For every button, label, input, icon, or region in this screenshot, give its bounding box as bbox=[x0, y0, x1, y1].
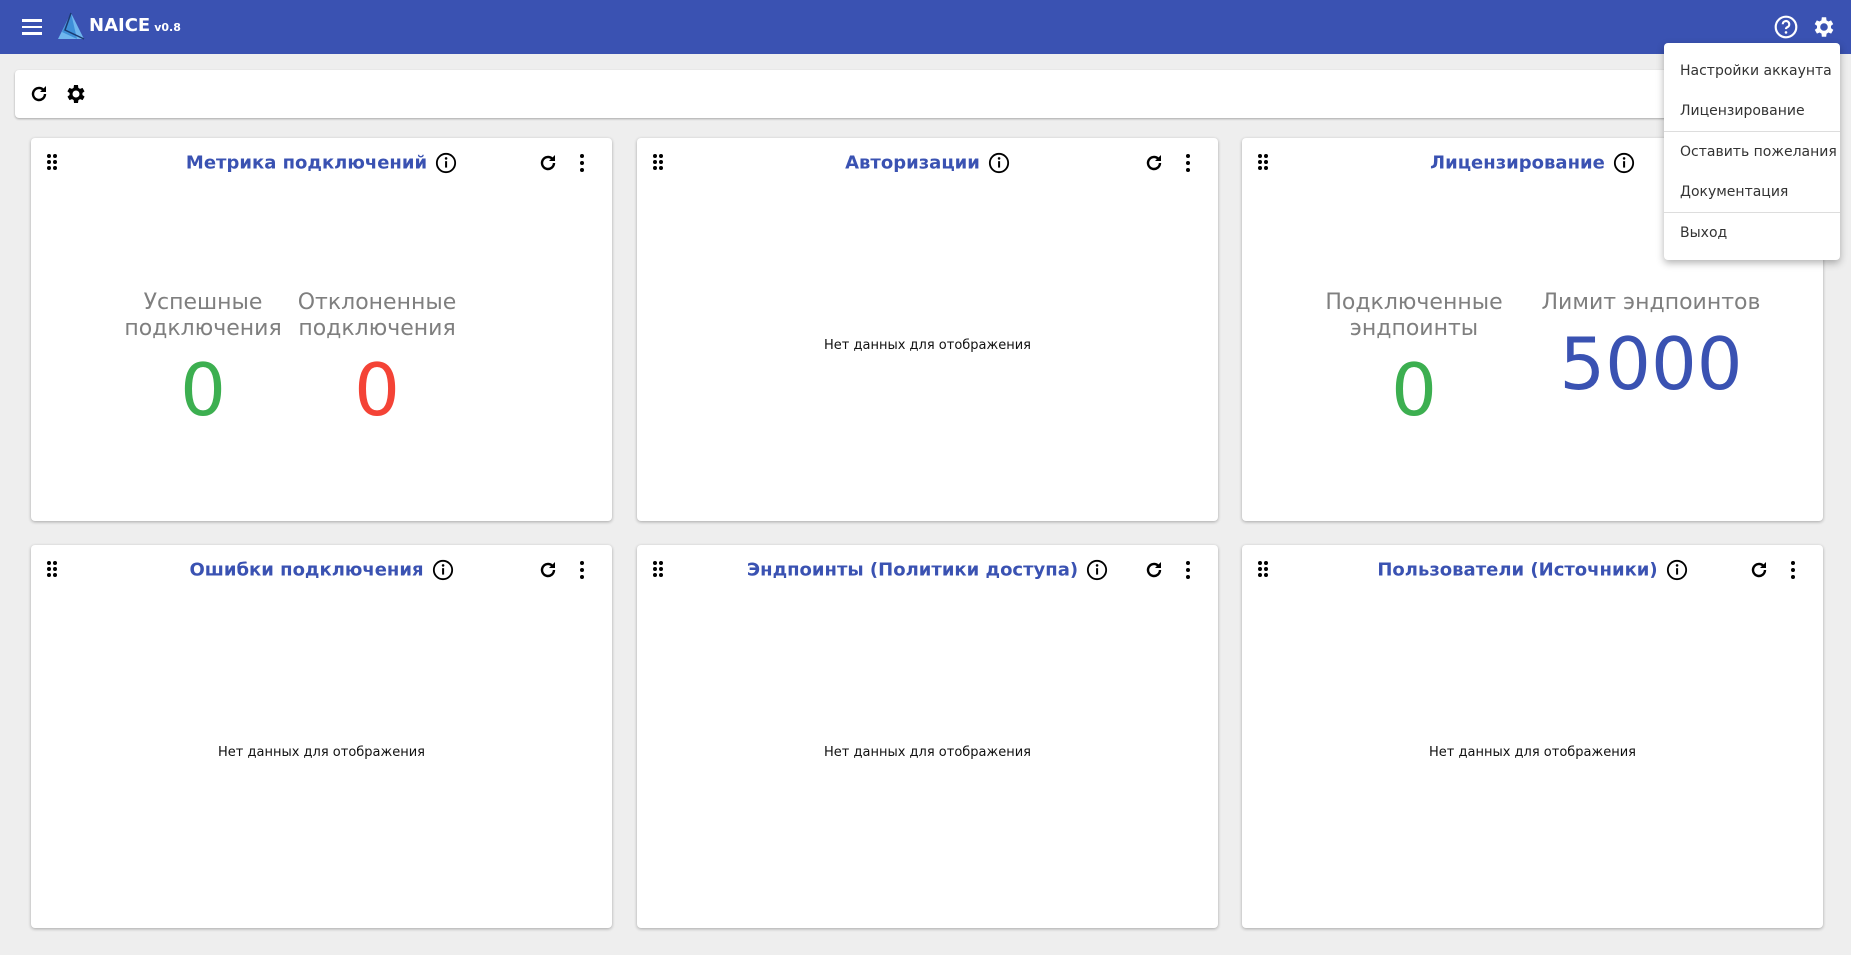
metric: Успешные подключения 0 bbox=[83, 290, 323, 430]
more-vertical-icon[interactable] bbox=[1781, 558, 1805, 582]
refresh-icon[interactable] bbox=[27, 82, 51, 106]
metric-value: 0 bbox=[180, 348, 226, 432]
drag-handle-icon[interactable] bbox=[45, 560, 59, 578]
widget-title: Ошибки подключения bbox=[189, 559, 424, 581]
drag-handle-icon[interactable] bbox=[45, 153, 59, 171]
info-icon[interactable] bbox=[1666, 559, 1688, 581]
info-icon[interactable] bbox=[1086, 559, 1108, 581]
menu-divider bbox=[1664, 212, 1840, 213]
brand-name: NAICE bbox=[89, 15, 151, 36]
no-data-message: Нет данных для отображения bbox=[824, 745, 1031, 760]
widget-users-sources: Пользователи (Источники) Нет данных для … bbox=[1242, 545, 1823, 928]
dashboard-toolbar bbox=[15, 70, 1836, 118]
refresh-icon[interactable] bbox=[1747, 558, 1771, 582]
help-icon[interactable] bbox=[1773, 14, 1799, 40]
refresh-icon[interactable] bbox=[536, 558, 560, 582]
widget-title: Авторизации bbox=[845, 152, 980, 174]
metric-value: 0 bbox=[354, 348, 400, 432]
menu-item-licensing[interactable]: Лицензирование bbox=[1680, 103, 1805, 119]
widget-title: Метрика подключений bbox=[185, 152, 428, 174]
info-icon[interactable] bbox=[435, 152, 457, 174]
app-header: NAICE v0.8 bbox=[0, 0, 1851, 54]
info-icon[interactable] bbox=[988, 152, 1010, 174]
metric-value: 5000 bbox=[1559, 322, 1743, 406]
app-title[interactable]: NAICE v0.8 bbox=[89, 15, 181, 36]
info-icon[interactable] bbox=[432, 559, 454, 581]
more-vertical-icon[interactable] bbox=[1176, 558, 1200, 582]
metric-label: Отклоненные подключения bbox=[297, 290, 457, 341]
drag-handle-icon[interactable] bbox=[1256, 153, 1270, 171]
widget-title: Пользователи (Источники) bbox=[1377, 559, 1658, 581]
metric: Подключенные эндпоинты 0 bbox=[1294, 290, 1534, 430]
drag-handle-icon[interactable] bbox=[651, 560, 665, 578]
metric-label: Лимит эндпоинтов bbox=[1541, 290, 1761, 315]
widget-endpoints-access-policies: Эндпоинты (Политики доступа) Нет данных … bbox=[637, 545, 1218, 928]
app-version: v0.8 bbox=[154, 21, 181, 34]
widget-title: Лицензирование bbox=[1430, 152, 1605, 174]
refresh-icon[interactable] bbox=[1142, 558, 1166, 582]
widget-connection-errors: Ошибки подключения Нет данных для отобра… bbox=[31, 545, 612, 928]
gear-icon[interactable] bbox=[1811, 14, 1837, 40]
no-data-message: Нет данных для отображения bbox=[218, 745, 425, 760]
metric-label: Успешные подключения bbox=[124, 290, 282, 341]
gear-icon[interactable] bbox=[64, 82, 88, 106]
metric-value: 0 bbox=[1391, 348, 1437, 432]
settings-dropdown-menu: Настройки аккаунта Лицензирование Остави… bbox=[1664, 43, 1840, 260]
refresh-icon[interactable] bbox=[536, 151, 560, 175]
drag-handle-icon[interactable] bbox=[1256, 560, 1270, 578]
menu-item-logout[interactable]: Выход bbox=[1680, 225, 1728, 241]
widget-authorizations: Авторизации Нет данных для отображения bbox=[637, 138, 1218, 521]
drag-handle-icon[interactable] bbox=[651, 153, 665, 171]
naice-logo bbox=[58, 12, 85, 40]
no-data-message: Нет данных для отображения bbox=[1429, 745, 1636, 760]
more-vertical-icon[interactable] bbox=[570, 151, 594, 175]
no-data-message: Нет данных для отображения bbox=[824, 338, 1031, 353]
menu-item-feedback[interactable]: Оставить пожелания bbox=[1680, 144, 1837, 160]
widget-connection-metrics: Метрика подключений Успешные подключения… bbox=[31, 138, 612, 521]
menu-item-documentation[interactable]: Документация bbox=[1680, 184, 1789, 200]
info-icon[interactable] bbox=[1613, 152, 1635, 174]
refresh-icon[interactable] bbox=[1142, 151, 1166, 175]
metric-label: Подключенные эндпоинты bbox=[1325, 290, 1503, 341]
more-vertical-icon[interactable] bbox=[570, 558, 594, 582]
menu-icon[interactable] bbox=[20, 15, 44, 39]
metric: Отклоненные подключения 0 bbox=[257, 290, 497, 430]
menu-item-account-settings[interactable]: Настройки аккаунта bbox=[1680, 63, 1832, 79]
widget-title: Эндпоинты (Политики доступа) bbox=[746, 559, 1079, 581]
metric: Лимит эндпоинтов 5000 bbox=[1531, 290, 1771, 404]
menu-divider bbox=[1664, 131, 1840, 132]
more-vertical-icon[interactable] bbox=[1176, 151, 1200, 175]
